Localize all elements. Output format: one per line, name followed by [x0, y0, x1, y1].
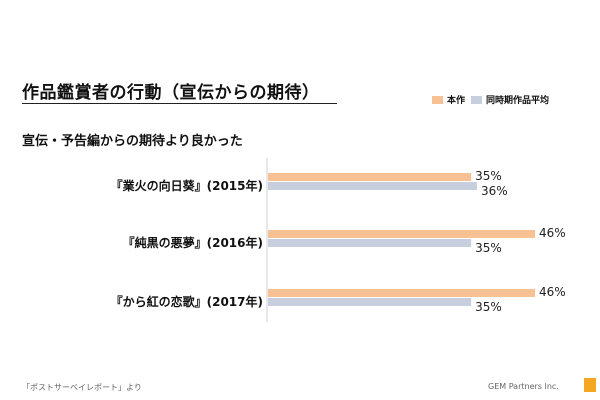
category-label: 『業火の向日葵』(2015年) [110, 179, 263, 193]
data-label: 46% [539, 285, 566, 299]
bar-this-film [268, 289, 535, 297]
legend-swatch-this-film [432, 95, 443, 104]
legend-item-this-film: 本作 [432, 93, 465, 106]
company-logo [584, 378, 596, 392]
legend-swatch-average [471, 95, 483, 104]
chart-legend: 本作 同時期作品平均 [432, 93, 549, 106]
data-label: 35% [475, 300, 502, 314]
chart-subtitle: 宣伝・予告編からの期待より良かった [22, 134, 243, 149]
bar-average [268, 298, 472, 306]
data-label: 35% [475, 169, 502, 183]
bar-this-film [268, 173, 472, 181]
title-underline [22, 103, 337, 104]
bar-average [268, 239, 472, 247]
category-label: 『から紅の恋歌』(2017年) [110, 295, 263, 309]
data-label: 35% [475, 241, 502, 255]
bar-average [268, 182, 477, 190]
data-label: 46% [539, 226, 566, 240]
page-title: 作品鑑賞者の行動（宣伝からの期待） [22, 83, 320, 103]
legend-label-this-film: 本作 [447, 96, 466, 106]
legend-item-average: 同時期作品平均 [471, 93, 549, 106]
bar-this-film [268, 230, 535, 238]
category-label: 『純黒の悪夢』(2016年) [122, 236, 263, 250]
data-label: 36% [481, 184, 508, 198]
legend-label-average: 同時期作品平均 [486, 96, 550, 106]
source-note: 「ポストサーベイレポート」より [22, 383, 142, 392]
company-name: GEM Partners Inc. [488, 382, 559, 391]
